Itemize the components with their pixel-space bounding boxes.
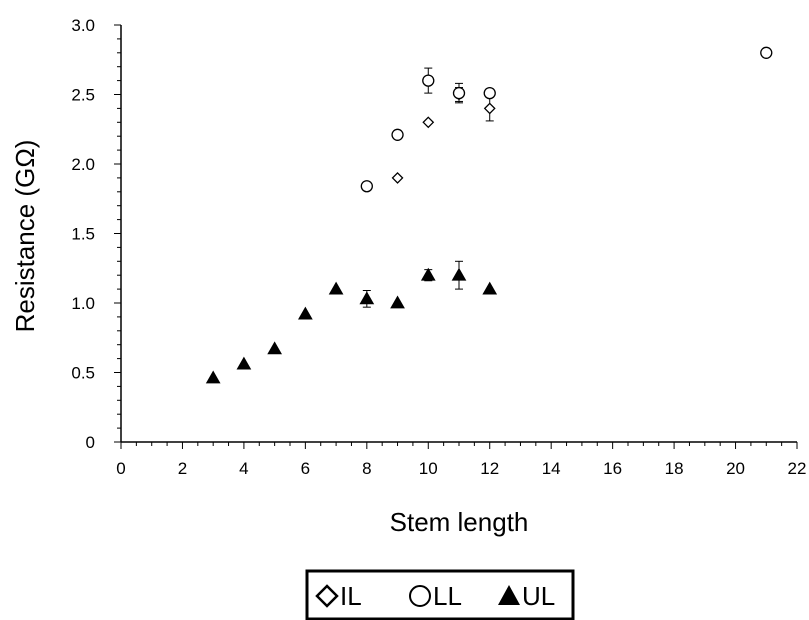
x-tick-label: 4 bbox=[239, 459, 248, 478]
y-tick-label: 0 bbox=[86, 433, 95, 452]
data-point-ul bbox=[328, 281, 344, 295]
data-point-il bbox=[391, 171, 404, 184]
legend-entry-ll: LL bbox=[409, 581, 462, 611]
x-tick-label: 8 bbox=[362, 459, 371, 478]
data-point-ll bbox=[422, 74, 435, 87]
legend-entry-ul: UL bbox=[498, 581, 555, 611]
data-point-ul bbox=[390, 295, 405, 309]
y-tick-label: 1.5 bbox=[71, 225, 95, 244]
data-point-ll bbox=[391, 128, 404, 141]
data-point-ll bbox=[760, 46, 773, 59]
y-tick-label: 3.0 bbox=[71, 16, 95, 35]
x-tick-label: 18 bbox=[665, 459, 684, 478]
data-point-ll bbox=[360, 180, 373, 193]
data-points bbox=[205, 46, 773, 384]
legend-label-ul: UL bbox=[522, 581, 555, 611]
axes: 0 2 4 6 8 10 12 14 16 18 20 22 0 0.5 1.0 1.5 2.0 2.5 3.0 bbox=[71, 16, 806, 478]
legend-marker-ul bbox=[498, 585, 520, 605]
legend-entry-il: IL bbox=[315, 581, 362, 611]
x-tick-label: 14 bbox=[542, 459, 561, 478]
y-axis-title: Resistance (GΩ) bbox=[10, 140, 40, 333]
data-point-il bbox=[422, 116, 435, 129]
x-tick-label: 6 bbox=[301, 459, 310, 478]
data-point-ul bbox=[451, 267, 467, 281]
legend-label-il: IL bbox=[340, 581, 362, 611]
y-tick-label: 0.5 bbox=[71, 364, 95, 383]
x-axis-title: Stem length bbox=[390, 507, 529, 537]
legend-label-ll: LL bbox=[433, 581, 462, 611]
data-point-ll bbox=[452, 86, 466, 100]
legend-marker-il bbox=[315, 584, 339, 608]
x-tick-label: 20 bbox=[726, 459, 745, 478]
y-tick-label: 2.0 bbox=[71, 155, 95, 174]
x-tick-label: 2 bbox=[178, 459, 187, 478]
x-tick-label: 0 bbox=[116, 459, 125, 478]
x-tick-label: 10 bbox=[419, 459, 438, 478]
legend-marker-ll bbox=[409, 585, 431, 607]
data-point-ul bbox=[482, 281, 498, 295]
y-tick-label: 2.5 bbox=[71, 86, 95, 105]
data-point-ul bbox=[236, 356, 252, 370]
legend: IL LL UL bbox=[305, 569, 575, 620]
x-tick-label: 12 bbox=[480, 459, 499, 478]
data-point-ll bbox=[483, 86, 496, 100]
x-tick-label: 22 bbox=[788, 459, 807, 478]
y-tick-label: 1.0 bbox=[71, 294, 95, 313]
data-point-ul bbox=[267, 341, 282, 355]
x-tick-label: 16 bbox=[603, 459, 622, 478]
data-point-ul bbox=[205, 370, 221, 384]
data-point-ul bbox=[359, 291, 375, 305]
data-point-ul bbox=[298, 306, 313, 320]
data-point-ul bbox=[420, 267, 436, 281]
legend-box bbox=[305, 569, 575, 620]
data-point-il bbox=[483, 102, 496, 115]
